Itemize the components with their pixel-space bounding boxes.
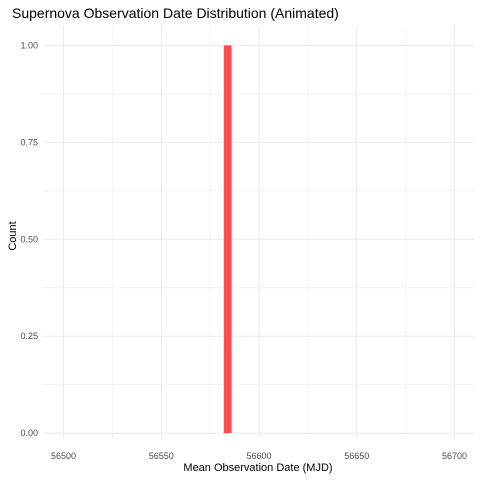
y-tick-label: 0.00 bbox=[20, 428, 38, 438]
major-grid-lines bbox=[44, 26, 474, 438]
x-axis-tick-labels: 56500 56550 56600 56650 56700 bbox=[51, 451, 467, 461]
histogram-bars bbox=[223, 45, 232, 434]
y-tick-label: 1.00 bbox=[20, 40, 38, 50]
histogram-bar bbox=[223, 45, 232, 434]
y-axis-title: Count bbox=[7, 221, 19, 250]
x-tick-label: 56550 bbox=[149, 451, 174, 461]
x-tick-label: 56500 bbox=[51, 451, 76, 461]
y-tick-label: 0.75 bbox=[20, 137, 38, 147]
y-tick-label: 0.25 bbox=[20, 331, 38, 341]
x-tick-label: 56600 bbox=[246, 451, 271, 461]
x-axis-title: Mean Observation Date (MJD) bbox=[183, 462, 332, 474]
y-tick-label: 0.50 bbox=[20, 234, 38, 244]
y-axis-tick-labels: 0.00 0.25 0.50 0.75 1.00 bbox=[20, 40, 38, 438]
chart-title: Supernova Observation Date Distribution … bbox=[12, 5, 339, 21]
x-tick-label: 56650 bbox=[344, 451, 369, 461]
x-tick-label: 56700 bbox=[442, 451, 467, 461]
